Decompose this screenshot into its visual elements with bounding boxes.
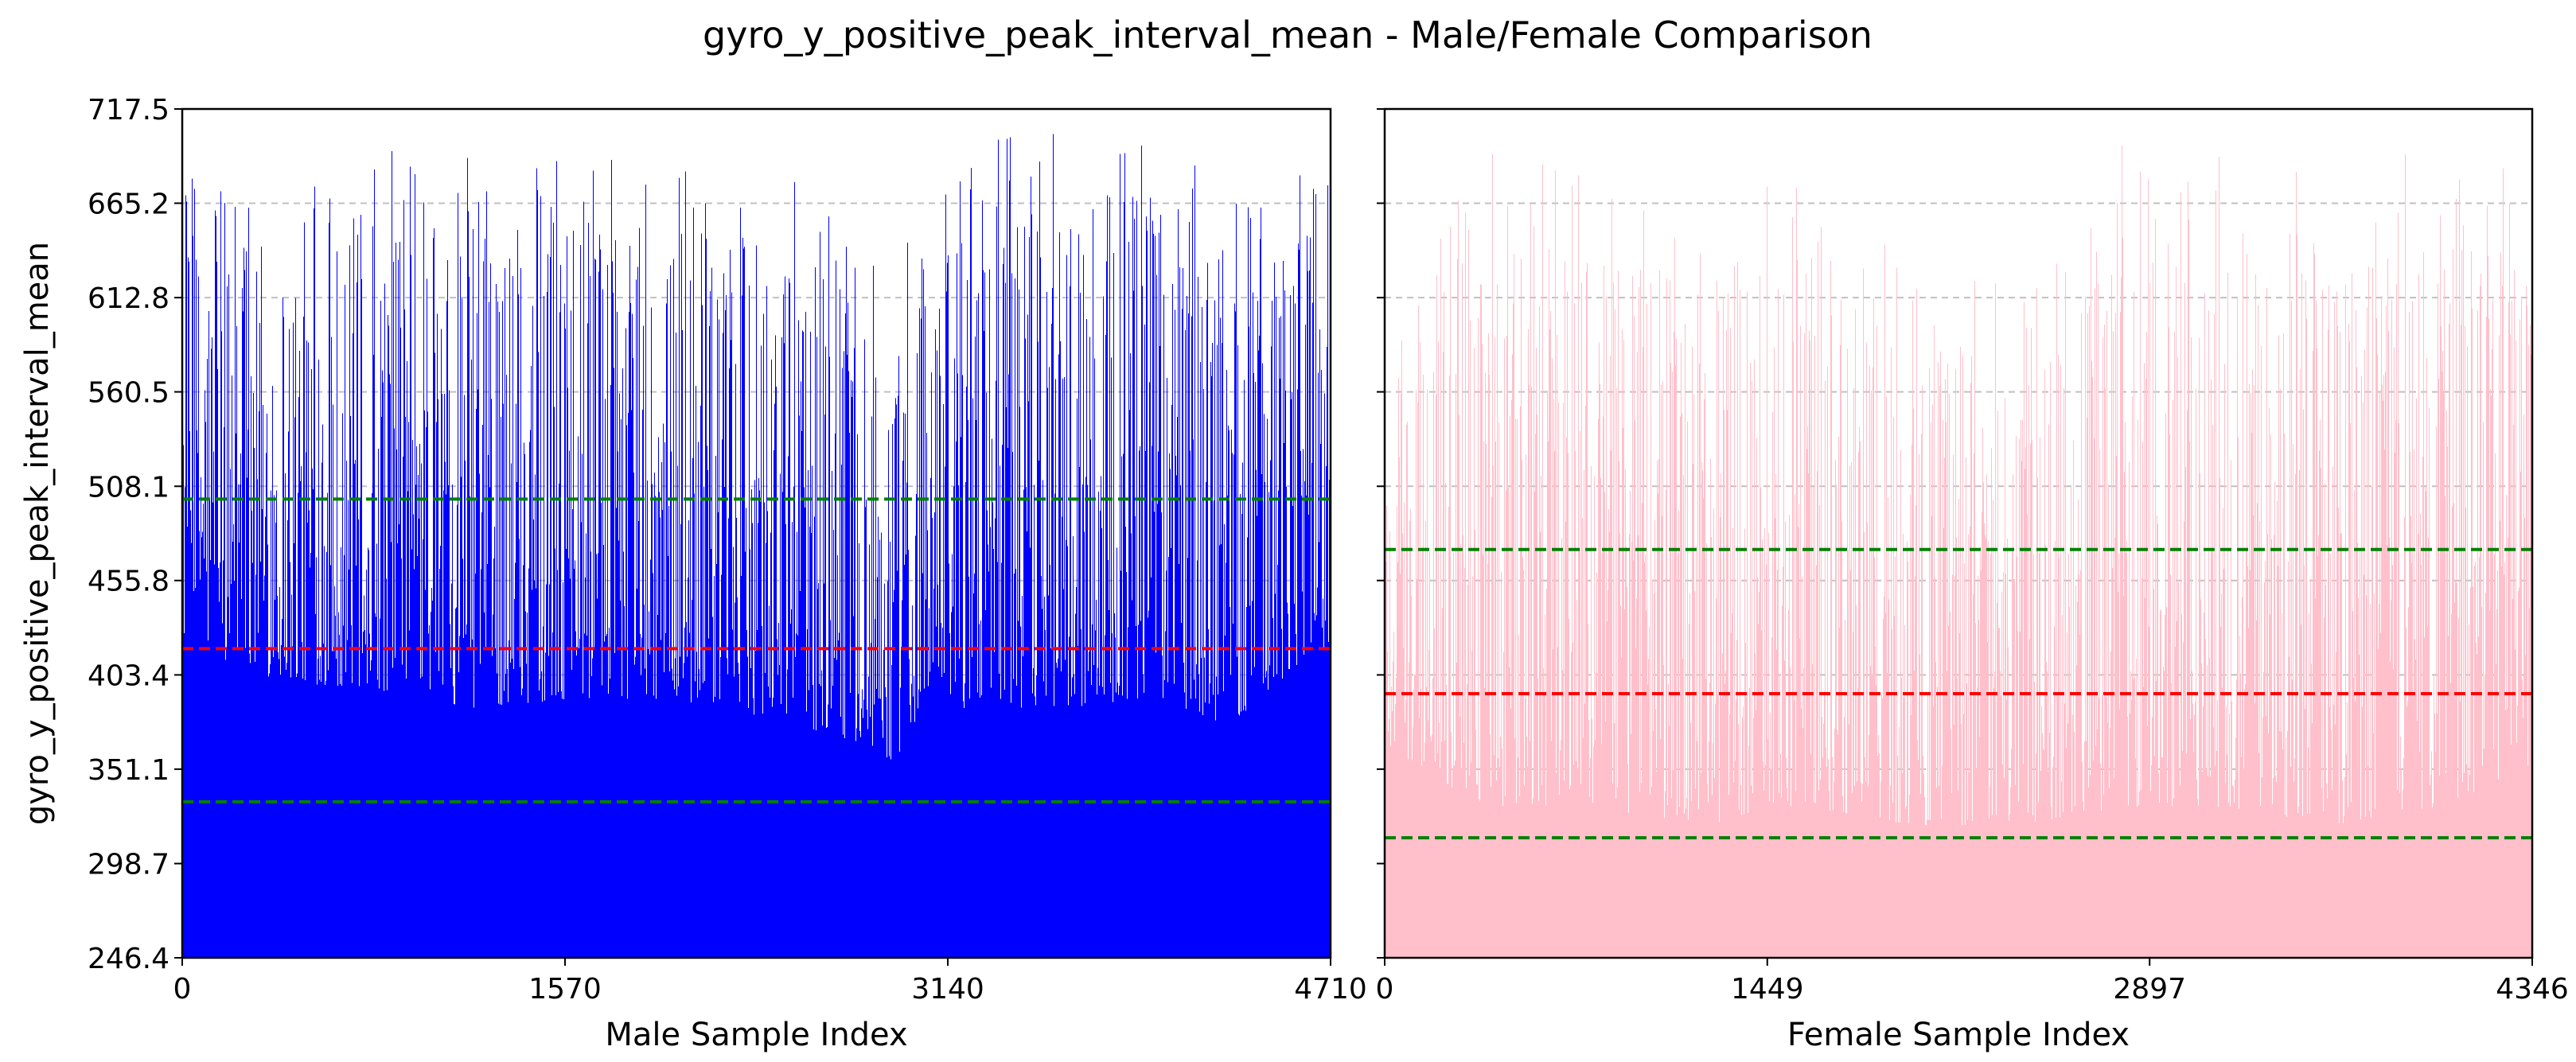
y-tick-label: 665.2 [88, 188, 170, 220]
y-tick-label: 298.7 [88, 849, 170, 881]
x-tick-label: 1570 [528, 973, 602, 1006]
data-bars-base [1385, 753, 2532, 958]
x-axis-label: Male Sample Index [605, 1017, 907, 1053]
x-tick-label: 3140 [911, 973, 984, 1006]
axes-frame [1383, 107, 2534, 959]
male-panel: 246.4 298.7 351.1 403.4 455.8 508.1 560.5 612.8… [19, 94, 1367, 1053]
x-tick-label: 4346 [2496, 973, 2569, 1006]
y-tick-label: 560.5 [88, 377, 170, 410]
figure-title: gyro_y_positive_peak_interval_mean - Mal… [703, 14, 1873, 56]
x-axis-label: Female Sample Index [1787, 1017, 2130, 1053]
y-tick-label: 403.4 [88, 659, 170, 692]
y-tick-label: 508.1 [88, 471, 170, 504]
x-tick-label: 0 [173, 973, 192, 1006]
y-tick-label: 717.5 [88, 94, 170, 126]
x-tick-label: 1449 [1731, 973, 1804, 1006]
y-tick-label: 455.8 [88, 566, 170, 598]
y-tick-label: 246.4 [88, 943, 170, 975]
female-panel: 0 1449 2897 4346 Female Sample Index [1376, 107, 2569, 1053]
y-tick-label: 351.1 [88, 754, 170, 787]
y-axis-label: gyro_y_positive_peak_interval_mean [19, 242, 56, 825]
y-tick-label: 612.8 [88, 282, 170, 315]
x-tick-label: 0 [1376, 973, 1394, 1006]
axes-frame [181, 107, 1332, 959]
x-tick-label: 4710 [1294, 973, 1367, 1006]
x-tick-label: 2897 [2113, 973, 2186, 1006]
